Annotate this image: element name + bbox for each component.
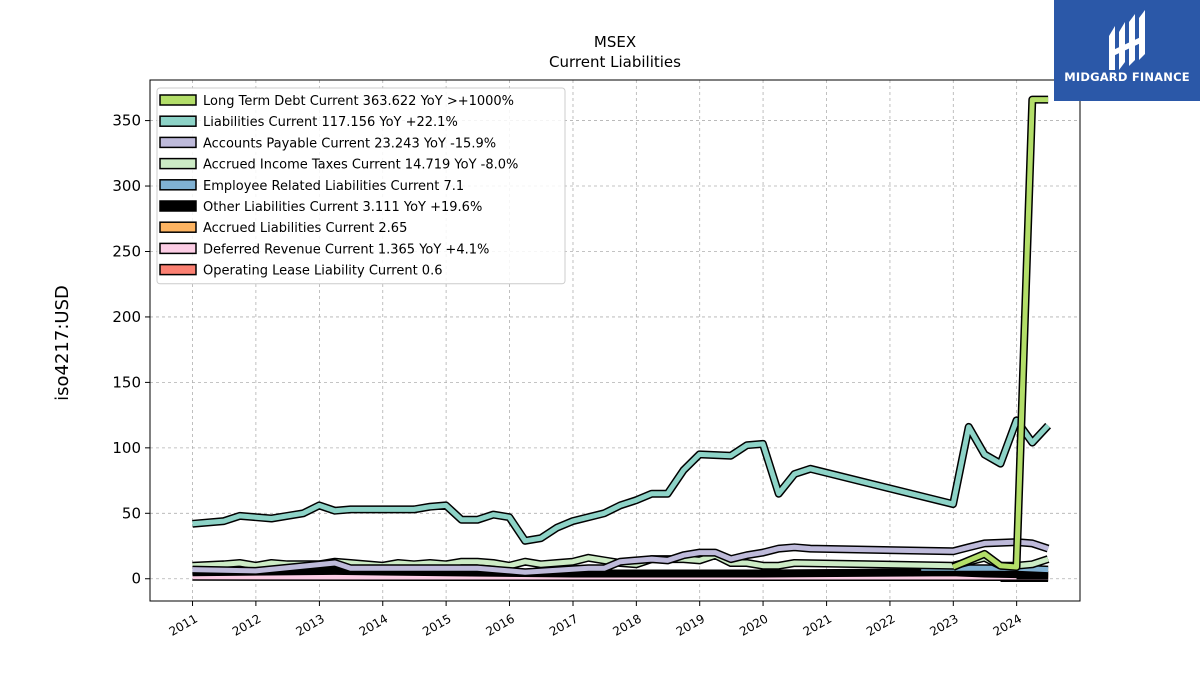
legend-entry: Other Liabilities Current 3.111 YoY +19.… bbox=[203, 200, 482, 215]
series-line-outline bbox=[192, 416, 1052, 545]
series-line bbox=[192, 416, 1052, 545]
x-tick-label: 2019 bbox=[674, 611, 707, 638]
legend-swatch bbox=[159, 200, 197, 212]
y-tick-label: 150 bbox=[112, 373, 141, 391]
y-tick-label: 50 bbox=[122, 504, 141, 522]
legend-entry: Deferred Revenue Current 1.365 YoY +4.1% bbox=[203, 242, 489, 257]
legend-swatch bbox=[159, 94, 197, 106]
legend-swatch bbox=[159, 115, 197, 127]
x-tick-label: 2018 bbox=[610, 611, 643, 638]
x-tick-label: 2013 bbox=[293, 611, 326, 638]
legend-swatch bbox=[159, 136, 197, 149]
legend-box bbox=[156, 87, 566, 285]
x-tick-label: 2021 bbox=[801, 611, 834, 638]
brand-logo-box: MIDGARD FINANCE bbox=[1054, 0, 1200, 101]
legend-swatch bbox=[159, 221, 197, 233]
series-line bbox=[192, 566, 1049, 579]
series-line-stroke bbox=[192, 539, 1049, 575]
legend-swatch bbox=[159, 242, 197, 255]
legend-swatch bbox=[159, 263, 197, 276]
plot-area bbox=[192, 95, 1052, 582]
axes-frame bbox=[149, 79, 1081, 602]
x-tick-label: 2014 bbox=[357, 611, 390, 638]
y-tick-label: 250 bbox=[112, 242, 141, 260]
legend-swatch bbox=[159, 157, 197, 170]
legend-entry: Operating Lease Liability Current 0.6 bbox=[203, 264, 442, 279]
series-line-stroke bbox=[952, 97, 1049, 570]
x-tick-label: 2023 bbox=[927, 611, 960, 638]
legend-entry: Accrued Liabilities Current 2.65 bbox=[203, 221, 407, 236]
x-tick-label: 2011 bbox=[167, 611, 200, 638]
y-tick-label: 300 bbox=[112, 177, 141, 195]
legend-entry: Employee Related Liabilities Current 7.1 bbox=[203, 179, 464, 194]
series-line bbox=[192, 538, 1050, 577]
legend-entry: Accounts Payable Current 23.243 YoY -15.… bbox=[203, 136, 496, 151]
x-tick-label: 2015 bbox=[420, 611, 453, 638]
y-axis-label: iso4217:USD bbox=[52, 285, 73, 401]
midgard-logo-icon bbox=[1109, 10, 1145, 70]
y-tick-label: 100 bbox=[112, 439, 141, 457]
x-axis: 2011 2012 2013 2014 2015 2016 2017 2018 2019 2020… bbox=[167, 601, 1024, 639]
x-tick-label: 2024 bbox=[991, 611, 1024, 638]
series-line bbox=[951, 95, 1049, 571]
legend-entry: Long Term Debt Current 363.622 YoY >+100… bbox=[203, 94, 514, 109]
legend-entry: Accrued Income Taxes Current 14.719 YoY … bbox=[203, 158, 518, 173]
series-line-stroke bbox=[192, 417, 1050, 544]
chart-subtitle: Current Liabilities bbox=[549, 53, 681, 71]
x-tick-label: 2012 bbox=[230, 611, 263, 638]
legend: Long Term Debt Current 363.622 YoY >+100… bbox=[156, 87, 566, 285]
x-tick-label: 2016 bbox=[484, 611, 517, 638]
y-tick-label: 200 bbox=[112, 308, 141, 326]
legend-entry: Liabilities Current 117.156 YoY +22.1% bbox=[203, 115, 458, 130]
x-tick-label: 2017 bbox=[547, 611, 580, 638]
x-tick-label: 2020 bbox=[737, 611, 770, 638]
brand-name: MIDGARD FINANCE bbox=[1064, 70, 1190, 84]
y-tick-label: 0 bbox=[131, 570, 141, 588]
chart-title: MSEX bbox=[594, 33, 636, 51]
series-line-outline bbox=[951, 95, 1049, 571]
legend-swatch bbox=[159, 179, 197, 191]
y-axis: 0 50 100 150 200 250 300 350 bbox=[112, 112, 150, 588]
y-tick-label: 350 bbox=[112, 112, 141, 130]
x-tick-label: 2022 bbox=[864, 611, 897, 638]
